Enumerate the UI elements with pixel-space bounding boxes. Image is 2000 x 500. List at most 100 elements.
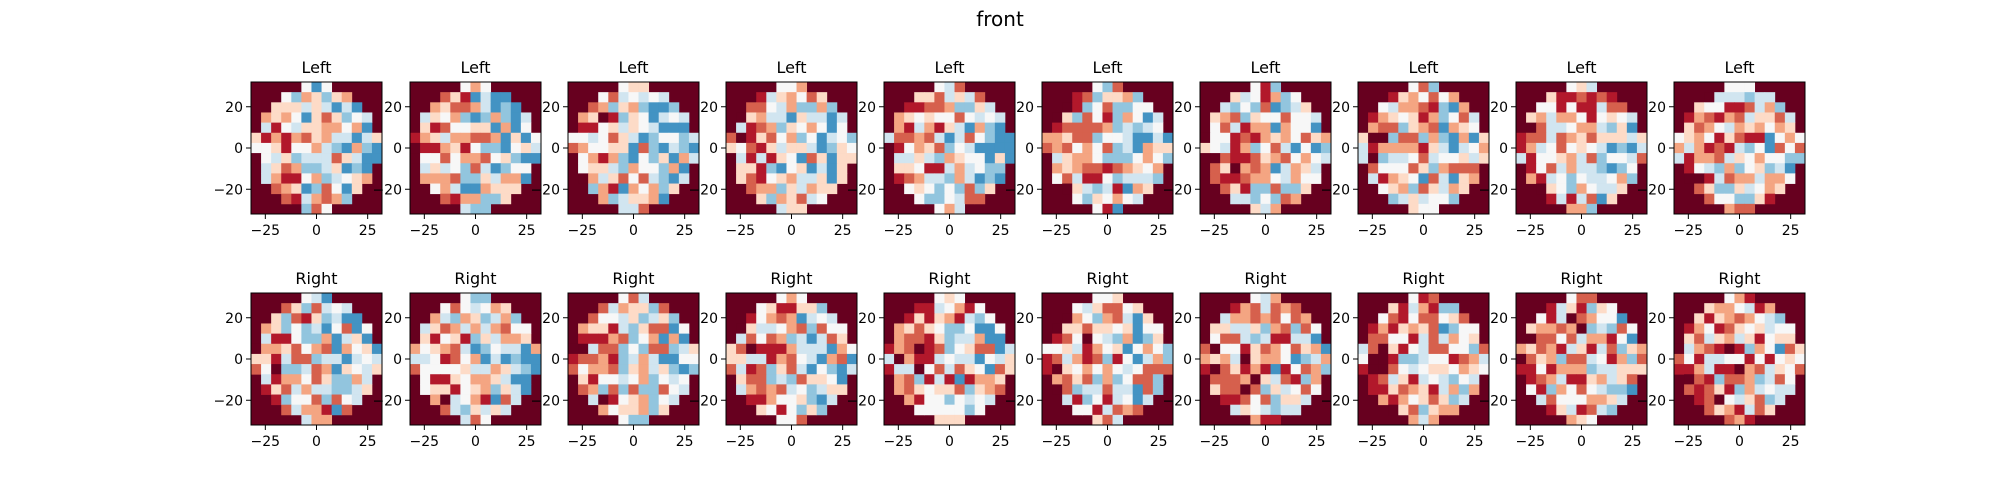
heat-cell (1744, 384, 1756, 395)
heat-cell (924, 132, 935, 144)
heat-cell (846, 142, 858, 154)
heat-cell (351, 323, 363, 335)
heat-cell (954, 82, 966, 93)
heat-cell (954, 193, 966, 205)
x-tick-label: 25 (1466, 434, 1484, 450)
heat-cell (1280, 183, 1292, 195)
heat-cell (460, 173, 471, 184)
heat-cell (1704, 384, 1715, 395)
heat-cell (460, 153, 471, 164)
heat-cell (1122, 313, 1134, 324)
heat-cell (1566, 333, 1577, 345)
heat-cell (1458, 313, 1470, 324)
heat-cell (1072, 303, 1083, 314)
heat-cell (1388, 343, 1399, 355)
heat-cell (1754, 343, 1766, 355)
heat-cell (668, 153, 680, 164)
heat-cell (1418, 142, 1429, 154)
heat-cell (568, 132, 579, 144)
heat-cell (1586, 142, 1598, 154)
heat-cell (281, 394, 292, 406)
heat-cell (1784, 132, 1796, 144)
heat-cell (520, 122, 532, 134)
heat-cell (668, 313, 680, 324)
heat-cell (1468, 173, 1480, 184)
heat-cell (1082, 384, 1093, 395)
heat-cell (638, 193, 650, 205)
heat-cell (1082, 394, 1093, 406)
heat-cell (1240, 183, 1251, 195)
heat-cell (1122, 142, 1134, 154)
heat-cell (994, 163, 1006, 174)
heat-cell (1398, 142, 1409, 154)
heat-cell (1230, 173, 1241, 184)
y-tick-label: −20 (1004, 393, 1034, 409)
heat-cell (1082, 183, 1093, 195)
heat-cell (984, 313, 996, 324)
heat-cell (440, 374, 451, 385)
heat-cell (1270, 82, 1282, 93)
heat-cell (1626, 343, 1638, 355)
heat-cell (786, 313, 797, 324)
heat-cell (638, 343, 650, 355)
heat-cell (1142, 394, 1154, 406)
heat-cell (1526, 374, 1537, 385)
heat-cell (1300, 132, 1312, 144)
heat-cell (460, 414, 471, 426)
heat-cell (934, 323, 945, 335)
x-tick-label: 25 (676, 434, 694, 450)
heat-cell (1536, 394, 1547, 406)
heat-cell (1418, 293, 1429, 304)
heat-cell (1210, 142, 1221, 154)
heat-cell (1398, 183, 1409, 195)
heat-cell (588, 374, 599, 385)
heat-cell (1694, 333, 1705, 345)
heat-cell (1220, 163, 1231, 174)
heat-cell (1388, 173, 1399, 184)
heat-cell (1428, 183, 1440, 195)
heat-cell (450, 343, 461, 355)
heat-cell (1378, 153, 1389, 164)
heat-cell (1270, 183, 1282, 195)
heat-cell (301, 374, 312, 385)
heat-cell (321, 343, 333, 355)
heat-cell (904, 353, 915, 365)
heat-cell (1142, 384, 1154, 395)
heat-cell (746, 163, 757, 174)
heat-cell (1250, 163, 1261, 174)
heat-cell (1250, 384, 1261, 395)
heat-cell (1112, 414, 1124, 426)
heat-cell (1458, 142, 1470, 154)
heat-cell (1408, 132, 1419, 144)
heat-cell (1122, 303, 1134, 314)
heat-cell (806, 132, 818, 144)
heat-cell (678, 333, 690, 345)
heat-cell (1132, 353, 1144, 365)
heat-cell (440, 323, 451, 335)
heat-cell (1458, 343, 1470, 355)
heat-cell (1468, 153, 1480, 164)
heat-cell (1280, 374, 1292, 385)
heat-cell (470, 323, 481, 335)
heat-cell (608, 193, 619, 205)
heat-cell (746, 313, 757, 324)
heat-cell (934, 193, 945, 205)
heat-cell (1310, 112, 1322, 124)
heat-cell (678, 122, 690, 134)
heat-cell (1526, 333, 1537, 345)
heat-cell (1694, 384, 1705, 395)
heat-cell (271, 394, 282, 406)
heat-cell (1280, 353, 1292, 365)
heat-cell (1052, 132, 1063, 144)
heat-cell (776, 343, 787, 355)
heat-cell (894, 163, 905, 174)
heat-cell (351, 394, 363, 406)
heat-cell (1536, 132, 1547, 144)
heat-cell (836, 132, 848, 144)
heat-cell (678, 173, 690, 184)
heat-cell (1784, 353, 1796, 365)
heat-cell (460, 203, 471, 215)
heat-cell (786, 414, 797, 426)
